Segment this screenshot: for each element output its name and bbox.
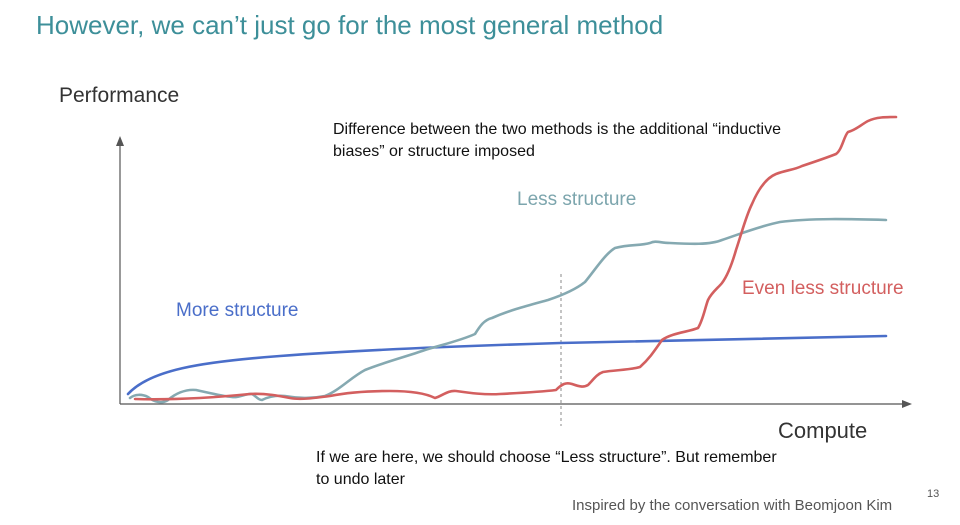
y-axis-arrowhead	[116, 136, 124, 146]
credit-text: Inspired by the conversation with Beomjo…	[572, 497, 893, 514]
even-less-structure-label: Even less structure	[742, 278, 904, 299]
more-structure-label: More structure	[176, 300, 299, 321]
x-axis-label: Compute	[778, 418, 868, 443]
annotation-bottom: If we are here, we should choose “Less s…	[316, 449, 777, 488]
less-structure-curve	[128, 217, 888, 404]
page-number: 13	[927, 488, 940, 500]
y-axis-label: Performance	[59, 84, 180, 107]
less-structure-label: Less structure	[517, 189, 637, 210]
slide-title: However, we can’t just go for the most g…	[36, 10, 664, 40]
annotation-top: Difference between the two methods is th…	[333, 121, 781, 160]
even-less-structure-curve	[133, 115, 898, 401]
x-axis-arrowhead	[902, 400, 912, 408]
more-structure-curve	[126, 334, 888, 396]
